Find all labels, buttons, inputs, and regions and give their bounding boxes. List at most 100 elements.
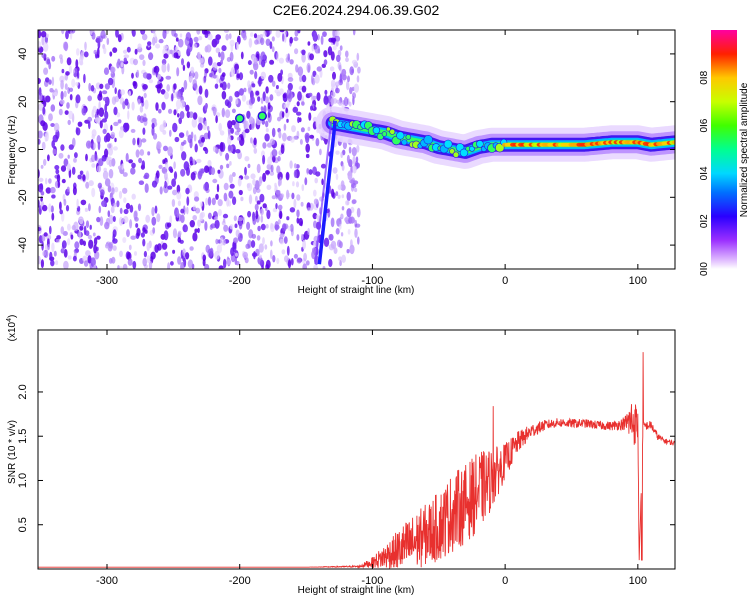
noise-blob xyxy=(71,78,76,88)
noise-blob xyxy=(281,111,285,118)
noise-blob xyxy=(150,251,156,260)
noise-blob xyxy=(255,195,258,203)
noise-blob xyxy=(68,110,74,120)
noise-blob xyxy=(195,158,202,164)
noise-blob xyxy=(275,203,278,210)
spectrogram-y-axis: -40 -20 0 20 40 xyxy=(17,48,675,253)
noise-blob xyxy=(49,88,54,93)
noise-blob xyxy=(221,107,225,118)
noise-blob xyxy=(330,98,334,106)
noise-blob xyxy=(200,62,205,68)
noise-blob xyxy=(357,66,361,74)
noise-blob xyxy=(299,139,303,145)
noise-blob xyxy=(125,152,129,162)
noise-blob xyxy=(265,86,269,94)
noise-blob xyxy=(158,108,162,114)
noise-blob xyxy=(140,232,145,238)
noise-blob xyxy=(197,170,202,180)
noise-blob xyxy=(66,102,70,109)
noise-blob xyxy=(168,166,173,172)
noise-blob xyxy=(305,143,311,153)
noise-blob xyxy=(247,60,252,66)
noise-blob xyxy=(289,207,296,213)
noise-blob xyxy=(136,69,140,78)
noise-blob xyxy=(186,206,189,215)
noise-blob xyxy=(336,54,341,63)
noise-blob xyxy=(260,214,264,223)
noise-blob xyxy=(262,154,266,165)
noise-blob xyxy=(85,140,92,149)
noise-blob xyxy=(45,95,51,103)
noise-blob xyxy=(335,81,340,87)
noise-blob xyxy=(67,223,71,231)
noise-blob xyxy=(240,233,243,239)
noise-blob xyxy=(354,228,358,239)
noise-blob xyxy=(277,155,281,162)
noise-blob xyxy=(323,95,329,106)
noise-blob xyxy=(319,148,322,156)
noise-blob xyxy=(122,187,128,194)
noise-blob xyxy=(55,169,60,175)
noise-blob xyxy=(277,116,281,122)
noise-blob xyxy=(280,193,285,199)
ridge-blob xyxy=(423,135,433,145)
noise-blob xyxy=(330,83,336,89)
noise-blob xyxy=(291,192,295,200)
ridge-blob xyxy=(443,139,453,149)
noise-blob xyxy=(230,247,235,257)
noise-blob xyxy=(307,64,311,73)
colorbar-ticks: 0.0 0.2 0.4 0.6 0.8 xyxy=(699,70,710,276)
noise-blob xyxy=(256,163,261,174)
noise-blob xyxy=(256,235,261,241)
noise-blob xyxy=(341,194,345,199)
noise-blob xyxy=(88,203,91,212)
noise-blob xyxy=(234,91,240,98)
noise-blob xyxy=(183,79,188,90)
noise-blob xyxy=(222,213,229,219)
noise-blob xyxy=(279,233,285,238)
noise-blob xyxy=(338,256,343,262)
noise-blob xyxy=(330,37,337,43)
noise-blob xyxy=(348,101,352,107)
noise-blob xyxy=(248,116,254,125)
noise-blob xyxy=(63,158,69,167)
noise-blob xyxy=(138,180,145,185)
noise-blob xyxy=(212,74,218,79)
noise-blob xyxy=(171,93,174,102)
noise-blob xyxy=(63,90,67,98)
noise-blob xyxy=(166,222,172,228)
noise-blob xyxy=(257,225,261,232)
noise-blob xyxy=(127,258,133,266)
noise-blob xyxy=(209,73,213,78)
noise-blob xyxy=(265,170,270,175)
snr-y-axis: 0.5 1.0 1.5 2.0 xyxy=(17,384,675,532)
noise-blob xyxy=(267,156,273,166)
noise-blob xyxy=(214,216,218,221)
noise-blob xyxy=(174,136,180,143)
noise-blob xyxy=(349,179,355,184)
noise-blob xyxy=(123,54,130,59)
noise-blob xyxy=(168,108,173,114)
noise-blob xyxy=(212,178,218,184)
noise-blob xyxy=(247,239,252,249)
snr-line xyxy=(38,352,675,569)
noise-blob xyxy=(275,189,279,200)
colorbar-tick-label: 0.2 xyxy=(699,214,710,228)
noise-blob xyxy=(104,178,111,187)
noise-blob xyxy=(235,261,240,266)
noise-blob xyxy=(271,80,276,87)
noise-blob xyxy=(262,237,265,245)
noise-blob xyxy=(289,59,294,65)
noise-blob xyxy=(233,237,239,244)
noise-blob xyxy=(353,166,357,171)
noise-blob xyxy=(313,198,319,205)
noise-blob xyxy=(339,45,343,51)
noise-blob xyxy=(61,240,67,249)
noise-blob xyxy=(40,31,47,38)
noise-blob xyxy=(59,201,62,211)
ridge-blob xyxy=(476,140,484,148)
noise-blob xyxy=(51,194,56,199)
noise-blob xyxy=(215,115,218,124)
noise-blob xyxy=(102,97,108,102)
